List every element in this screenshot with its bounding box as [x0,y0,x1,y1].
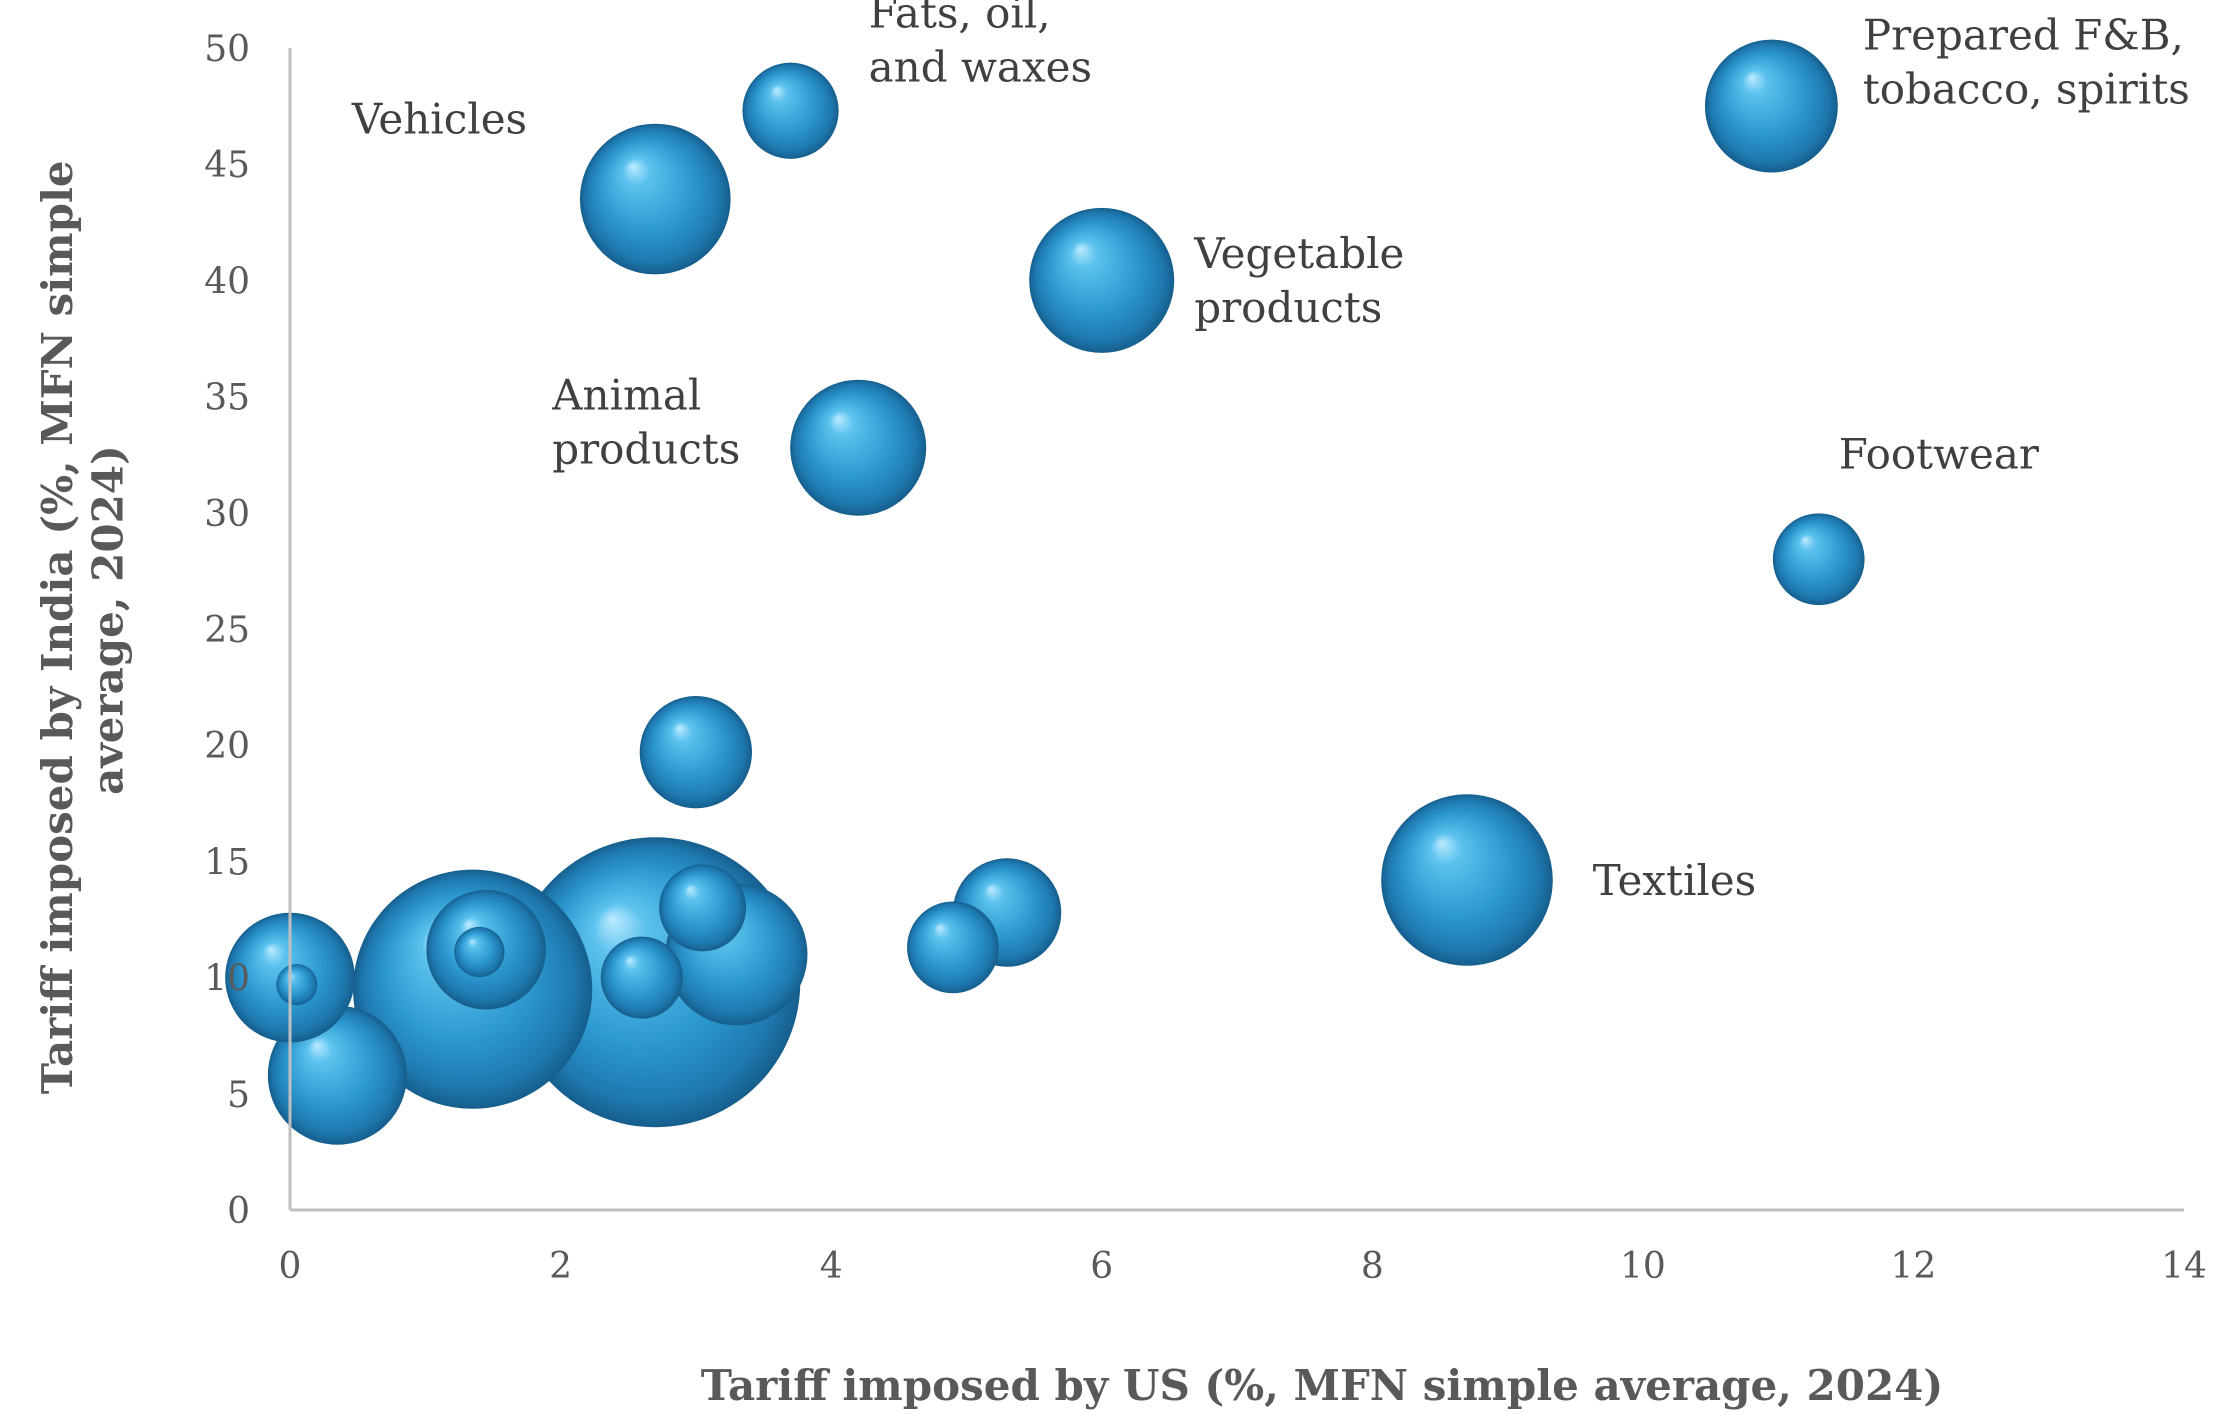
x-tick-label: 8 [1361,1246,1384,1287]
y-tick-label: 20 [204,726,250,767]
bubble-label: Animal products [551,371,740,474]
x-tick-label: 14 [2161,1246,2207,1287]
y-tick-label: 25 [204,610,250,651]
bubble-label: Vegetable products [1193,229,1404,332]
bubble-annotations: Textiles Footwear Animal products Vegetable p… [351,0,2190,905]
bubble-label-line: Footwear [1839,429,2040,478]
bubble [639,696,753,809]
y-tick-label: 45 [204,145,250,186]
bubble-label-line: Textiles [1593,856,1756,905]
x-tick-label: 10 [1620,1246,1666,1287]
bubble [790,379,927,516]
bubble-label: Textiles [1593,856,1756,905]
bubble [1772,513,1865,606]
bubble [1381,794,1553,966]
y-tick-label: 50 [204,29,250,70]
bubble-label-line: products [1194,283,1382,332]
bubble-label: Prepared F&B, tobacco, spirits [1863,11,2190,114]
y-tick-labels: 0 5 10 15 20 25 30 35 40 45 50 [204,29,250,1232]
bubble-label-line: Prepared F&B, [1863,11,2184,60]
bubble-label-line: Vehicles [351,95,527,144]
bubble-label-line: Animal [551,371,701,420]
y-tick-label: 10 [204,959,250,1000]
y-tick-label: 40 [204,261,250,302]
y-tick-label: 0 [227,1191,250,1232]
bubble [1029,207,1175,353]
bubble [276,964,318,1006]
bubble [454,926,505,978]
bubble [1704,39,1838,173]
bubble-label-line: Fats, oil, [869,0,1051,38]
y-tick-label: 30 [204,494,250,535]
x-axis-title: Tariff imposed by US (%, MFN simple aver… [701,1361,1944,1410]
bubble-label: Footwear [1839,429,2040,478]
y-axis-title-line-1: Tariff imposed by India (%, MFN simple [33,160,82,1094]
bubble-label-line: and waxes [869,43,1092,92]
bubble-label-line: tobacco, spirits [1863,65,2190,114]
bubble-label: Fats, oil, and waxes [869,0,1092,92]
bubble [742,62,839,159]
bubble [907,901,999,994]
x-tick-label: 0 [279,1246,302,1287]
bubbles [225,39,1865,1145]
bubble [659,864,747,952]
y-axis-title: Tariff imposed by India (%, MFN simple a… [33,146,132,1095]
x-tick-label: 4 [820,1246,843,1287]
x-tick-label: 6 [1090,1246,1113,1287]
bubble [579,123,731,275]
x-tick-label: 2 [549,1246,572,1287]
x-tick-label: 12 [1891,1246,1937,1287]
y-tick-label: 35 [204,378,250,419]
y-tick-label: 15 [204,842,250,883]
y-tick-label: 5 [227,1075,250,1116]
bubble-label-line: Vegetable [1193,229,1404,278]
x-tick-labels: 0 2 4 6 8 10 12 14 [279,1246,2207,1287]
bubble-label: Vehicles [351,95,527,144]
bubble [600,936,683,1019]
y-axis-title-line-2: average, 2024) [83,445,132,795]
bubble-label-line: products [552,425,740,474]
